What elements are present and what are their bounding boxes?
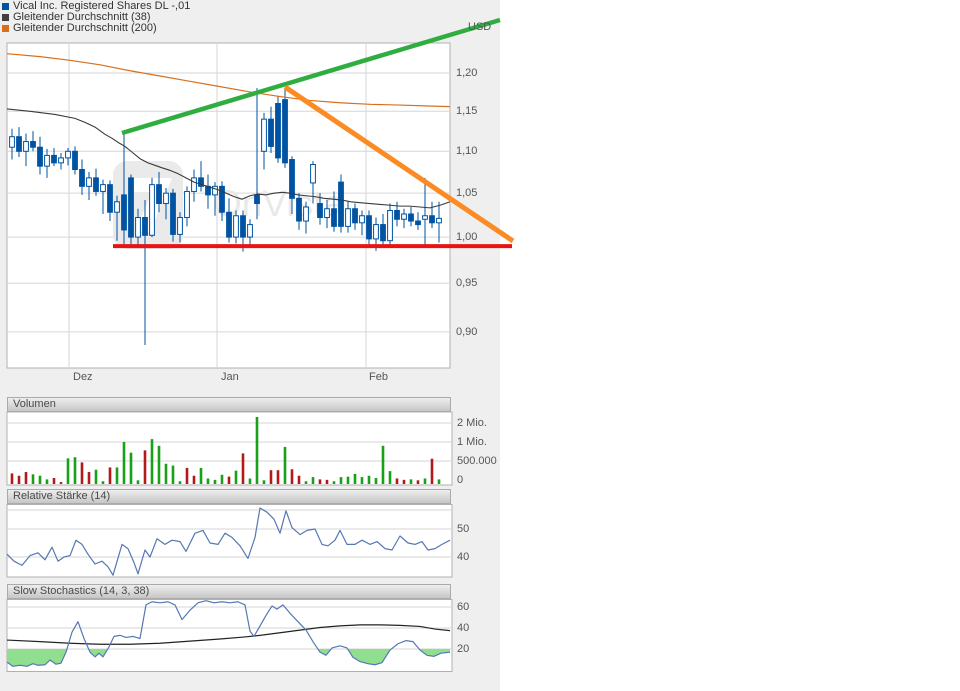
volume-tick: 0 <box>457 474 464 486</box>
price-tick: 1,20 <box>456 67 478 79</box>
volume-panel-title: Volumen <box>13 398 56 410</box>
chart-widget: Vical Inc. Registered Shares DL -,01 Gle… <box>0 0 515 691</box>
currency-label: USD <box>468 21 492 33</box>
volume-tick: 2 Mio. <box>457 417 487 429</box>
stoch-tick: 40 <box>457 622 470 634</box>
price-tick: 0,95 <box>456 277 478 289</box>
month-label: Dez <box>73 371 93 383</box>
price-tick: 1,10 <box>456 145 478 157</box>
rsi-tick: 50 <box>457 523 470 535</box>
rsi-tick: 40 <box>457 551 470 563</box>
ma38-swatch <box>2 14 9 21</box>
price-tick: 1,05 <box>456 187 478 199</box>
month-label: Feb <box>369 371 388 383</box>
volume-tick: 500.000 <box>457 455 497 467</box>
rsi-panel-title: Relative Stärke (14) <box>13 490 111 502</box>
chart-canvas: OnVista <box>6 17 515 672</box>
stochastics-panel-title: Slow Stochastics (14, 3, 38) <box>13 585 150 597</box>
stoch-tick: 60 <box>457 601 470 613</box>
legend-label: Gleitender Durchschnitt (200) <box>13 22 157 34</box>
legend-item: Vical Inc. Registered Shares DL -,01 <box>2 1 190 12</box>
price-tick: 1,15 <box>456 105 478 117</box>
volume-panel-header: Volumen <box>7 397 451 412</box>
stoch-tick: 20 <box>457 643 470 655</box>
ma200-swatch <box>2 25 9 32</box>
volume-tick: 1 Mio. <box>457 436 487 448</box>
price-series-swatch <box>2 3 9 10</box>
legend-item: Gleitender Durchschnitt (200) <box>2 23 157 34</box>
legend-item: Gleitender Durchschnitt (38) <box>2 12 151 23</box>
stochastics-panel-header: Slow Stochastics (14, 3, 38) <box>7 584 451 599</box>
legend-label: Gleitender Durchschnitt (38) <box>13 11 151 23</box>
price-tick: 0,90 <box>456 326 478 338</box>
rsi-panel-header: Relative Stärke (14) <box>7 489 451 504</box>
month-label: Jan <box>221 371 239 383</box>
price-tick: 1,00 <box>456 231 478 243</box>
legend-label: Vical Inc. Registered Shares DL -,01 <box>13 0 191 12</box>
